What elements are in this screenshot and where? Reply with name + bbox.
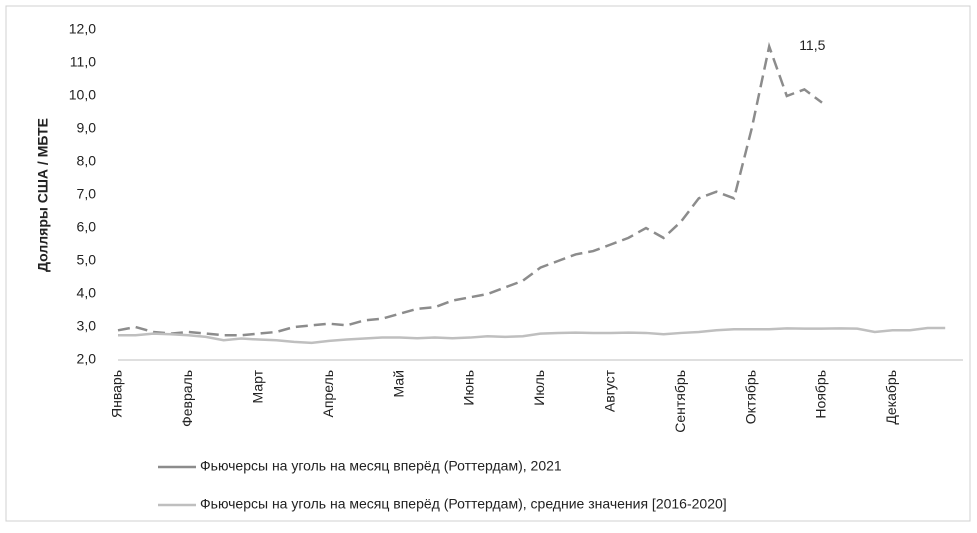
y-tick-label: 4,0 — [77, 285, 97, 301]
y-axis-label: Долляры США / МБТЕ — [35, 118, 51, 272]
y-tick-label: 3,0 — [77, 318, 97, 334]
x-tick-label: Январь — [109, 370, 125, 418]
y-tick-label: 10,0 — [69, 87, 96, 103]
series-line — [117, 41, 823, 337]
annotation: 11,5 — [799, 37, 825, 53]
series-line — [118, 326, 946, 345]
x-tick-label: Ноябрь — [813, 370, 829, 419]
y-tick-label: 8,0 — [77, 153, 97, 169]
x-tick-label: Июнь — [461, 370, 477, 406]
x-tick-label: Сентябрь — [672, 370, 688, 433]
y-tick-label: 9,0 — [77, 120, 97, 136]
y-tick-label: 5,0 — [77, 252, 97, 268]
y-tick-label: 11,0 — [70, 54, 96, 70]
x-tick-label: Апрель — [320, 370, 336, 418]
y-tick-label: 12,0 — [69, 21, 96, 37]
x-tick-label: Март — [250, 369, 266, 403]
x-tick-label: Октябрь — [742, 370, 758, 424]
x-tick-label: Август — [602, 369, 618, 412]
x-tick-label: Февраль — [179, 370, 195, 427]
x-tick-label: Май — [390, 370, 406, 397]
chart-frame — [5, 5, 971, 522]
x-tick-label: Июль — [531, 370, 547, 406]
y-tick-label: 7,0 — [77, 186, 97, 202]
legend-label: Фьючерсы на уголь на месяц вперёд (Ротте… — [200, 458, 562, 474]
y-tick-label: 2,0 — [77, 351, 97, 367]
x-tick-label: Декабрь — [883, 370, 899, 425]
y-tick-label: 6,0 — [77, 219, 97, 235]
legend-label: Фьючерсы на уголь на месяц вперёд (Ротте… — [200, 496, 727, 512]
